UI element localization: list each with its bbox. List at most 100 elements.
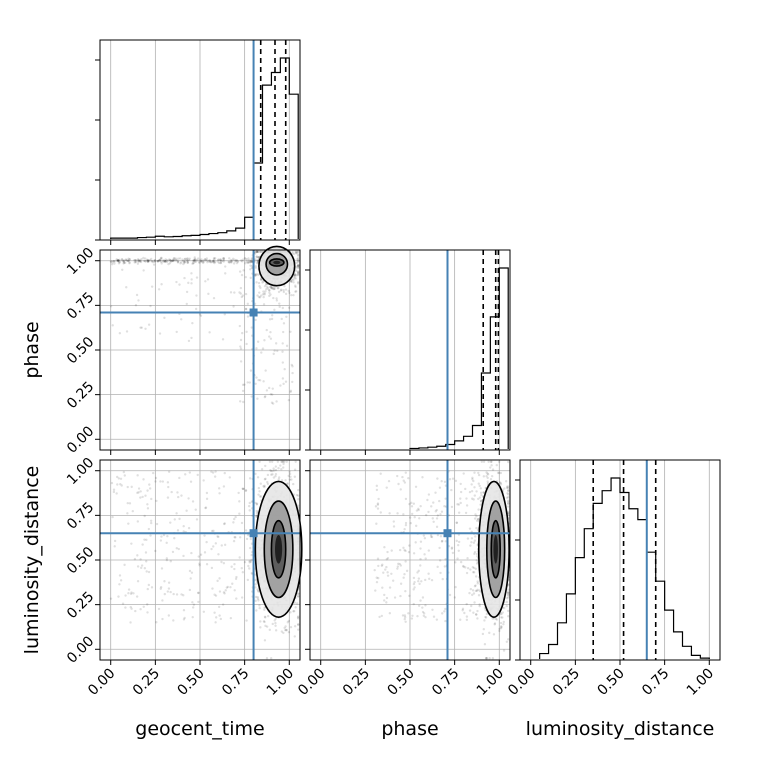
scatter-point-geocent-time-vs-luminosity-distance-977 (161, 599, 164, 602)
scatter-point-phase-vs-luminosity-distance-1018 (403, 618, 406, 621)
scatter-point-geocent-time-vs-phase-908 (163, 259, 167, 263)
scatter-point-phase-vs-luminosity-distance-1193 (475, 589, 479, 593)
scatter-point-geocent-time-vs-phase-1165 (264, 395, 267, 398)
scatter-point-geocent-time-vs-luminosity-distance-994 (116, 483, 119, 486)
histogram-geocent-time (110, 57, 299, 239)
scatter-point-geocent-time-vs-luminosity-distance-1077 (222, 485, 226, 488)
scatter-point-geocent-time-vs-luminosity-distance-1153 (119, 477, 123, 480)
scatter-point-geocent-time-vs-phase-1076 (204, 258, 207, 261)
scatter-point-geocent-time-vs-phase-447 (275, 299, 279, 302)
scatter-point-phase-vs-luminosity-distance-965 (466, 556, 469, 560)
scatter-point-phase-vs-luminosity-distance-957 (375, 576, 378, 579)
scatter-point-geocent-time-vs-luminosity-distance-894 (277, 478, 280, 481)
scatter-point-geocent-time-vs-luminosity-distance-1139 (133, 557, 137, 561)
scatter-point-phase-vs-luminosity-distance-1009 (417, 577, 421, 580)
scatter-point-phase-vs-luminosity-distance-1028 (375, 488, 379, 492)
scatter-point-geocent-time-vs-phase-1137 (179, 262, 182, 265)
scatter-point-phase-vs-luminosity-distance-1171 (413, 580, 416, 584)
scatter-point-geocent-time-vs-phase-1192 (282, 322, 286, 325)
scatter-point-phase-vs-luminosity-distance-1197 (422, 614, 426, 618)
scatter-point-phase-vs-luminosity-distance-477 (499, 625, 503, 628)
xlabel-phase: phase (381, 718, 438, 740)
scatter-point-geocent-time-vs-luminosity-distance-1155 (213, 611, 216, 614)
scatter-point-geocent-time-vs-luminosity-distance-1100 (183, 616, 186, 620)
scatter-point-geocent-time-vs-phase-664 (297, 259, 300, 263)
scatter-point-geocent-time-vs-luminosity-distance-1112 (233, 567, 236, 571)
scatter-point-geocent-time-vs-luminosity-distance-5 (255, 515, 258, 518)
scatter-point-phase-vs-luminosity-distance-971 (398, 548, 402, 552)
scatter-point-geocent-time-vs-phase-1057 (146, 258, 149, 262)
scatter-point-phase-vs-luminosity-distance-995 (393, 596, 397, 599)
scatter-point-phase-vs-luminosity-distance-801 (476, 555, 479, 558)
scatter-point-geocent-time-vs-phase-1014 (137, 259, 140, 263)
scatter-point-geocent-time-vs-phase-1035 (243, 257, 247, 260)
scatter-point-phase-vs-luminosity-distance-1051 (472, 611, 475, 614)
scatter-point-phase-vs-luminosity-distance-1136 (434, 510, 437, 513)
scatter-point-geocent-time-vs-phase-1284 (281, 330, 285, 334)
scatter-point-phase-vs-luminosity-distance-1094 (444, 607, 447, 611)
scatter-point-geocent-time-vs-phase-929 (187, 258, 191, 262)
scatter-point-geocent-time-vs-phase-1075 (216, 258, 220, 262)
scatter-point-phase-vs-luminosity-distance-712 (507, 596, 510, 599)
scatter-point-phase-vs-luminosity-distance-655 (507, 593, 510, 596)
scatter-point-geocent-time-vs-phase-1339 (175, 330, 178, 334)
scatter-point-phase-vs-luminosity-distance-983 (397, 482, 400, 486)
scatter-point-geocent-time-vs-luminosity-distance-660 (289, 625, 293, 629)
scatter-point-phase-vs-luminosity-distance-1120 (474, 589, 478, 593)
ytick-label-geocent-time-vs-phase-3: 0.75 (64, 289, 97, 322)
scatter-point-geocent-time-vs-phase-1265 (262, 380, 265, 383)
scatter-point-geocent-time-vs-phase-1134 (194, 258, 197, 261)
scatter-point-geocent-time-vs-luminosity-distance-965 (254, 472, 257, 476)
scatter-point-phase-vs-luminosity-distance-910 (459, 618, 462, 621)
scatter-point-geocent-time-vs-luminosity-distance-940 (257, 599, 260, 602)
scatter-point-geocent-time-vs-luminosity-distance-192 (269, 469, 273, 473)
scatter-point-geocent-time-vs-phase-1214 (281, 377, 285, 380)
scatter-point-phase-vs-luminosity-distance-1074 (465, 602, 468, 606)
scatter-point-geocent-time-vs-phase-1249 (289, 330, 292, 333)
scatter-point-geocent-time-vs-phase-1131 (160, 256, 163, 260)
scatter-point-phase-vs-luminosity-distance-970 (440, 479, 443, 483)
scatter-point-geocent-time-vs-phase-811 (257, 250, 260, 253)
xtick-label-phase-vs-luminosity-distance-0: 0.00 (295, 666, 328, 699)
scatter-point-geocent-time-vs-phase-1288 (289, 390, 292, 394)
scatter-point-geocent-time-vs-luminosity-distance-1054 (182, 594, 185, 597)
scatter-point-geocent-time-vs-phase-1303 (176, 261, 180, 264)
scatter-point-geocent-time-vs-luminosity-distance-1080 (214, 470, 217, 473)
scatter-point-phase-vs-luminosity-distance-1206 (376, 503, 380, 506)
scatter-point-geocent-time-vs-phase-1034 (192, 262, 195, 265)
scatter-point-geocent-time-vs-luminosity-distance-1066 (175, 593, 179, 596)
scatter-point-geocent-time-vs-phase-826 (254, 273, 257, 277)
scatter-point-geocent-time-vs-phase-1155 (193, 256, 196, 259)
scatter-point-geocent-time-vs-luminosity-distance-603 (280, 468, 283, 471)
ytick-label-geocent-time-vs-luminosity-distance-1: 0.25 (64, 589, 97, 622)
scatter-point-geocent-time-vs-luminosity-distance-1000 (234, 536, 237, 539)
scatter-point-phase-vs-luminosity-distance-1096 (444, 557, 447, 561)
scatter-point-geocent-time-vs-phase-1230 (273, 349, 276, 352)
scatter-point-phase-vs-luminosity-distance-1069 (377, 576, 380, 580)
scatter-point-phase-vs-luminosity-distance-1003 (472, 571, 476, 574)
scatter-point-geocent-time-vs-phase-1042 (248, 261, 252, 264)
scatter-point-geocent-time-vs-luminosity-distance-1088 (218, 590, 222, 593)
scatter-point-geocent-time-vs-phase-1096 (118, 260, 121, 264)
scatter-point-phase-vs-luminosity-distance-690 (484, 615, 487, 619)
scatter-point-geocent-time-vs-luminosity-distance-212 (293, 475, 297, 478)
scatter-point-phase-vs-luminosity-distance-1115 (392, 520, 395, 523)
scatter-point-geocent-time-vs-phase-949 (120, 258, 124, 261)
scatter-point-geocent-time-vs-luminosity-distance-1173 (139, 608, 142, 611)
scatter-point-geocent-time-vs-phase-966 (227, 260, 230, 264)
scatter-point-geocent-time-vs-phase-918 (247, 257, 250, 260)
scatter-point-geocent-time-vs-phase-1250 (259, 294, 263, 297)
scatter-point-phase-vs-luminosity-distance-1007 (399, 594, 402, 598)
scatter-point-geocent-time-vs-phase-1048 (255, 255, 258, 259)
scatter-point-geocent-time-vs-phase-1286 (243, 383, 246, 386)
scatter-point-geocent-time-vs-luminosity-distance-525 (244, 489, 248, 492)
xtick-label-phase-vs-luminosity-distance-2: 0.50 (384, 666, 417, 699)
scatter-point-phase-vs-luminosity-distance-132 (480, 493, 483, 497)
scatter-point-geocent-time-vs-phase-505 (289, 280, 293, 283)
scatter-point-phase-vs-luminosity-distance-1020 (385, 565, 388, 569)
scatter-point-geocent-time-vs-phase-958 (174, 257, 178, 260)
scatter-point-geocent-time-vs-luminosity-distance-953 (167, 587, 171, 590)
scatter-point-phase-vs-luminosity-distance-879 (484, 657, 488, 660)
scatter-point-geocent-time-vs-luminosity-distance-1107 (245, 537, 249, 541)
scatter-point-geocent-time-vs-phase-1240 (254, 274, 257, 277)
